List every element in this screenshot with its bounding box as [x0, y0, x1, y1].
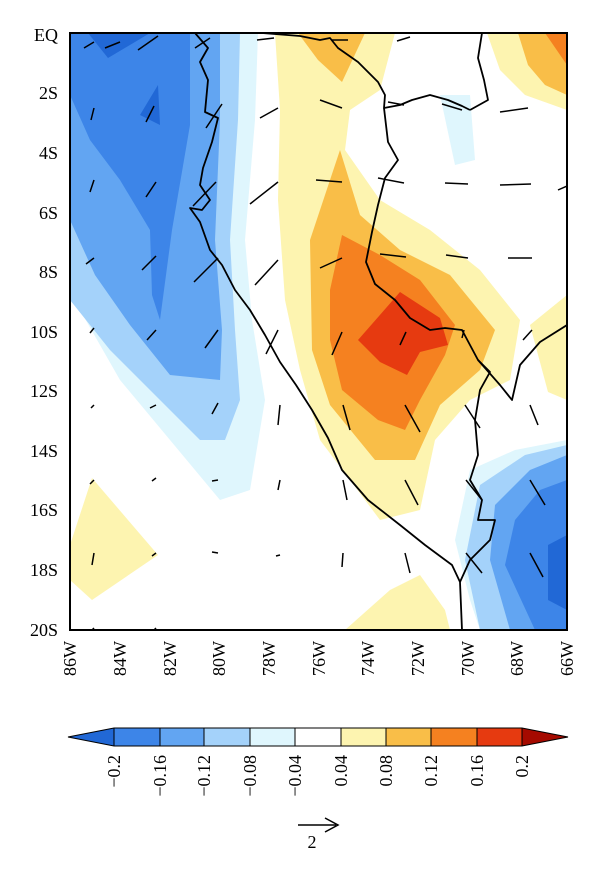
lat-tick-label: 10S: [30, 322, 58, 342]
contour-orange-northeast: [518, 33, 567, 95]
contour-yellow-east: [530, 295, 567, 400]
colorbar-high-arrow: [522, 728, 568, 746]
lon-tick-label: 68W: [507, 641, 527, 676]
colorbar-tick-label: 0.08: [376, 755, 396, 787]
contour-blue-020-a: [88, 33, 150, 58]
colorbar-tick-label: 0.2: [512, 755, 532, 778]
lon-tick-label: 74W: [358, 641, 378, 676]
lat-tick-label: 12S: [30, 381, 58, 401]
latitude-axis: EQ 2S 4S 6S 8S 10S 12S 14S 16S 18S 20S: [30, 25, 58, 640]
wind-vector-field: [83, 35, 567, 630]
lon-tick-label: 80W: [209, 641, 229, 676]
lon-tick-label: 84W: [110, 641, 130, 676]
vector-key-label: 2: [308, 832, 317, 852]
contour-blue-020-se: [548, 535, 567, 610]
colorbar-segment: [386, 728, 431, 746]
lon-tick-label: 82W: [160, 641, 180, 676]
colorbar-tick-label: 0.04: [331, 755, 351, 787]
colorbar-segment: [250, 728, 295, 746]
contour-blue-016: [70, 33, 190, 320]
colorbar-segment: [114, 728, 160, 746]
colorbar-tick-label: −0.08: [240, 755, 260, 797]
colorbar-tick-label: −0.2: [104, 755, 124, 788]
contour-orange-red-northeast: [545, 33, 567, 65]
lat-tick-label: EQ: [34, 25, 58, 45]
contour-lightblue-east: [440, 95, 475, 165]
colorbar-segment: [341, 728, 386, 746]
colorbar-segment: [477, 728, 522, 746]
colorbar-tick-labels: −0.2 −0.16 −0.12 −0.08 −0.04 0.04 0.08 0…: [104, 755, 532, 797]
lat-tick-label: 6S: [39, 203, 58, 223]
colorbar-segment: [204, 728, 250, 746]
vector-key: 2: [298, 817, 340, 852]
contour-yellow-south: [345, 575, 450, 630]
contour-yellow-southwest: [70, 478, 158, 600]
lat-tick-label: 16S: [30, 500, 58, 520]
border-south: [459, 359, 496, 583]
colorbar-tick-label: −0.04: [285, 755, 305, 797]
plot-frame: [69, 32, 568, 631]
colorbar-segment: [295, 728, 341, 746]
lat-tick-label: 20S: [30, 620, 58, 640]
lon-tick-label: 76W: [309, 641, 329, 676]
lon-tick-label: 66W: [557, 641, 577, 676]
lat-tick-label: 14S: [30, 441, 58, 461]
lat-tick-label: 8S: [39, 262, 58, 282]
contour-orange-north: [298, 33, 365, 82]
lat-tick-label: 18S: [30, 560, 58, 580]
lat-tick-label: 4S: [39, 143, 58, 163]
border-east: [365, 107, 567, 401]
colorbar-tick-label: 0.16: [467, 755, 487, 787]
lon-tick-label: 72W: [408, 641, 428, 676]
lon-tick-label: 70W: [458, 641, 478, 676]
border-north: [261, 33, 471, 111]
contour-blue-020-b: [140, 85, 160, 125]
colorbar-tick-label: 0.12: [421, 755, 441, 787]
colorbar-tick-label: −0.16: [150, 755, 170, 797]
anomaly-contour-field: [70, 33, 567, 630]
lat-tick-label: 2S: [39, 83, 58, 103]
colorbar-tick-label: −0.12: [194, 755, 214, 797]
vector-key-arrowhead: [324, 817, 340, 833]
longitude-axis: 86W 84W 82W 80W 78W 76W 74W 72W 70W 68W …: [60, 641, 577, 676]
contour-red-central: [358, 292, 448, 375]
lon-tick-label: 78W: [259, 641, 279, 676]
border-ne: [469, 33, 489, 111]
colorbar: [67, 727, 569, 747]
colorbar-low-arrow: [68, 728, 114, 746]
lon-tick-label: 86W: [60, 641, 80, 676]
colorbar-segment: [160, 728, 204, 746]
colorbar-segment: [431, 728, 477, 746]
